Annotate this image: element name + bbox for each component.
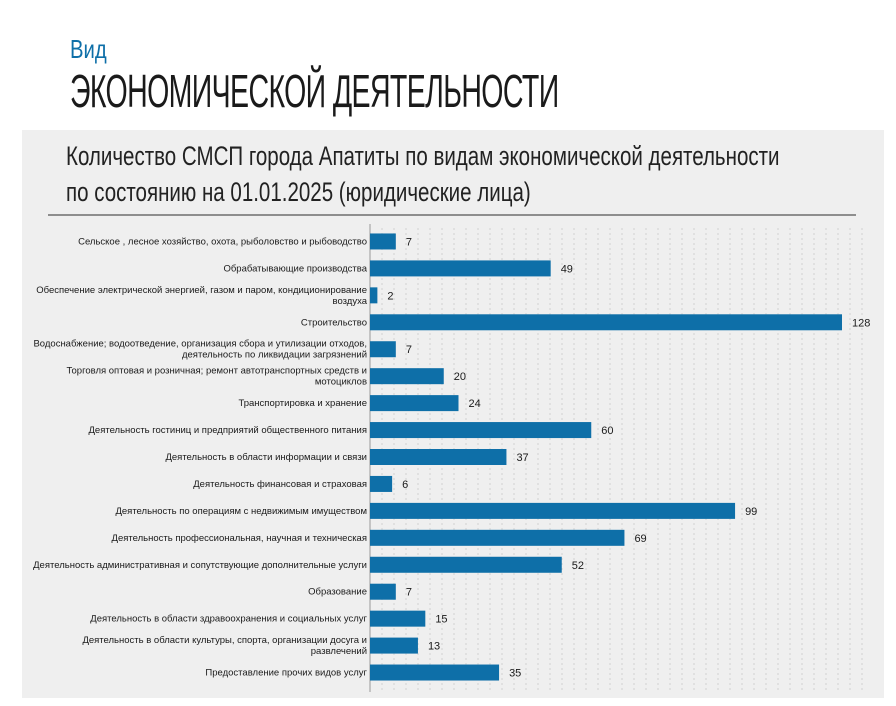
data-label: 7	[406, 587, 412, 599]
bar	[370, 395, 459, 412]
category-label: Транспортировка и хранение	[238, 398, 367, 409]
chart-title-line-1: Количество СМСП города Апатиты по видам …	[66, 141, 780, 171]
data-label: 99	[745, 506, 757, 518]
title-divider	[48, 214, 856, 216]
data-label: 6	[402, 479, 408, 491]
category-label: Образование	[308, 587, 367, 598]
data-label: 13	[428, 641, 440, 653]
bar	[370, 368, 444, 385]
page-heading: Вид ЭКОНОМИЧЕСКОЙ ДЕЯТЕЛЬНОСТИ	[70, 34, 858, 116]
data-label: 128	[852, 317, 870, 329]
bar	[370, 233, 396, 250]
data-label: 7	[406, 236, 412, 248]
bar	[370, 260, 551, 277]
category-label: Деятельность по операциям с недвижимым и…	[115, 506, 367, 517]
page-subtitle: Вид	[70, 34, 107, 64]
category-label: Деятельность в области здравоохранения и…	[90, 614, 367, 625]
category-label: Деятельность административная и сопутств…	[33, 560, 367, 571]
data-label: 52	[572, 560, 584, 572]
bar	[370, 449, 507, 465]
category-label: Предоставление прочих видов услуг	[205, 668, 367, 679]
category-label: Водоснабжение; водоотведение, организаци…	[33, 339, 367, 361]
page-title: ЭКОНОМИЧЕСКОЙ ДЕЯТЕЛЬНОСТИ	[70, 65, 559, 117]
category-label: Обрабатывающие производства	[223, 263, 367, 274]
bar	[370, 341, 396, 358]
bar	[370, 664, 500, 681]
bar	[370, 422, 592, 439]
data-label: 15	[435, 614, 447, 626]
data-label: 7	[406, 344, 412, 356]
chart-panel: Количество СМСП города Апатиты по видам …	[22, 130, 884, 698]
category-label: Сельское , лесное хозяйство, охота, рыбо…	[78, 236, 367, 247]
bar	[370, 637, 418, 654]
category-label: Деятельность профессиональная, научная и…	[112, 533, 367, 544]
bar	[370, 583, 396, 600]
bar-chart: 7 Сельское , лесное хозяйство, охота, рыб…	[33, 224, 870, 692]
bar	[370, 610, 426, 627]
category-label: Деятельность финансовая и страховая	[193, 479, 367, 490]
chart-title-line-2: по состоянию на 01.01.2025 (юридические …	[66, 177, 531, 207]
bar	[370, 556, 562, 573]
bar	[370, 502, 736, 519]
bar	[370, 475, 393, 492]
data-label: 20	[454, 371, 466, 383]
data-label: 24	[469, 398, 481, 410]
bar	[370, 287, 378, 304]
category-label: Деятельность гостиниц и предприятий обще…	[88, 425, 367, 436]
data-label: 35	[509, 668, 521, 680]
chart-title: Количество СМСП города Апатиты по видам …	[66, 138, 780, 210]
bar	[370, 314, 842, 331]
category-label: Строительство	[301, 317, 367, 328]
data-label: 60	[601, 425, 613, 437]
category-label: Деятельность в области культуры, спорта,…	[82, 635, 367, 657]
category-label: Торговля оптовая и розничная; ремонт авт…	[66, 366, 367, 388]
category-label: Деятельность в области информации и связ…	[165, 452, 367, 463]
category-label: Обеспечение электрической энергией, газо…	[36, 285, 367, 307]
data-label: 37	[516, 452, 528, 464]
bar	[370, 529, 625, 546]
data-label: 2	[387, 290, 393, 302]
data-label: 49	[561, 263, 573, 275]
data-label: 69	[634, 533, 646, 545]
